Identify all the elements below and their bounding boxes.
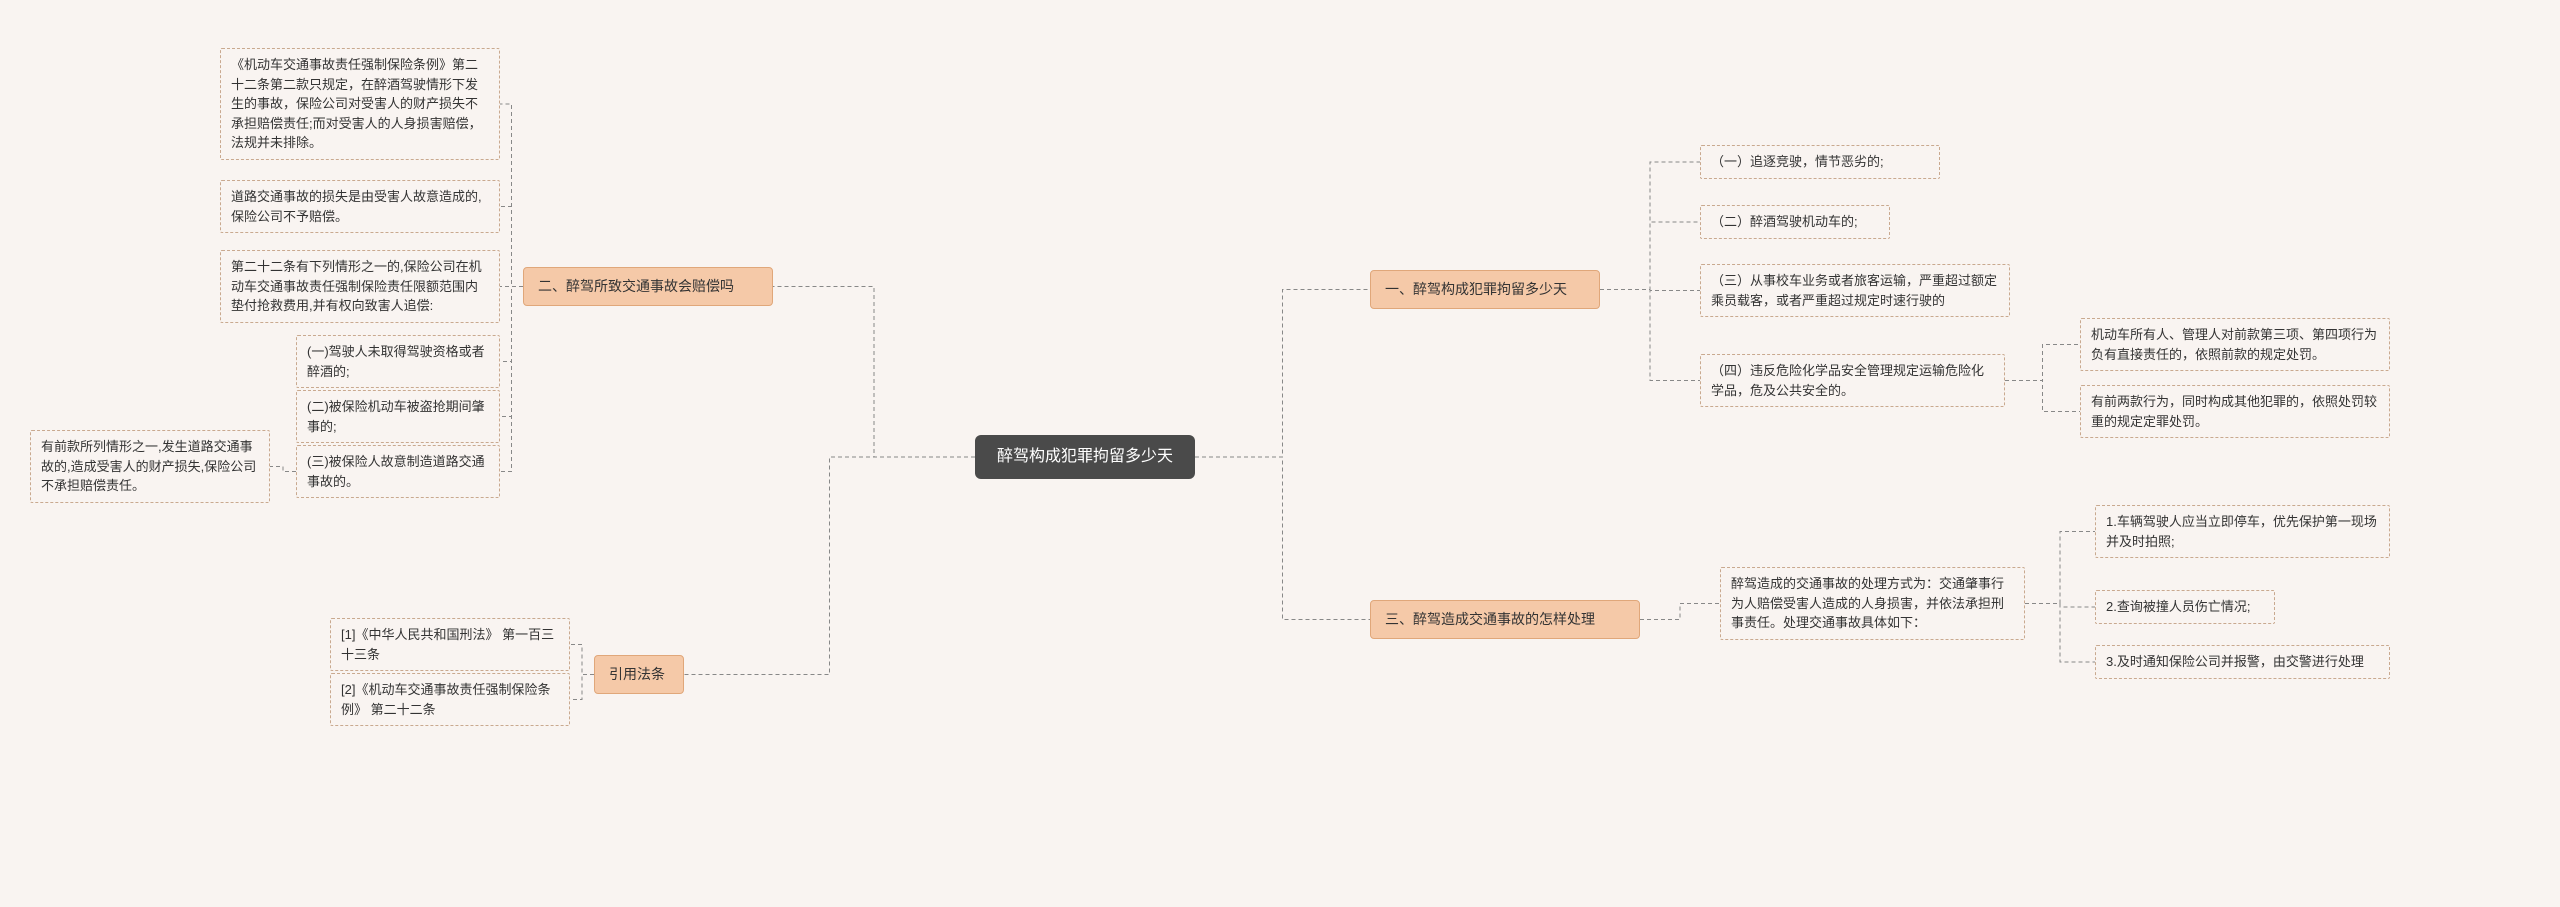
b2-item-2: 道路交通事故的损失是由受害人故意造成的,保险公司不予赔偿。 <box>220 180 500 233</box>
b3-item-1: 醉驾造成的交通事故的处理方式为：交通肇事行为人赔偿受害人造成的人身损害，并依法承… <box>1720 567 2025 640</box>
branch-ref: 引用法条 <box>594 655 684 694</box>
b1-item-4: （四）违反危险化学品安全管理规定运输危险化学品，危及公共安全的。 <box>1700 354 2005 407</box>
b2-item-5: (二)被保险机动车被盗抢期间肇事的; <box>296 390 500 443</box>
b1-item-2: （二）醉酒驾驶机动车的; <box>1700 205 1890 239</box>
b2-item-3: 第二十二条有下列情形之一的,保险公司在机动车交通事故责任强制保险责任限额范围内垫… <box>220 250 500 323</box>
b3-1-sub-3: 3.及时通知保险公司并报警，由交警进行处理 <box>2095 645 2390 679</box>
ref-item-1: [1]《中华人民共和国刑法》 第一百三十三条 <box>330 618 570 671</box>
b1-item-3: （三）从事校车业务或者旅客运输，严重超过额定乘员载客，或者严重超过规定时速行驶的 <box>1700 264 2010 317</box>
root-node: 醉驾构成犯罪拘留多少天 <box>975 435 1195 479</box>
b2-item-1: 《机动车交通事故责任强制保险条例》第二十二条第二款只规定，在醉酒驾驶情形下发生的… <box>220 48 500 160</box>
b2-item-4: (一)驾驶人未取得驾驶资格或者醉酒的; <box>296 335 500 388</box>
branch-1: 一、醉驾构成犯罪拘留多少天 <box>1370 270 1600 309</box>
b1-4-sub-1: 机动车所有人、管理人对前款第三项、第四项行为负有直接责任的，依照前款的规定处罚。 <box>2080 318 2390 371</box>
b2-item-6: (三)被保险人故意制造道路交通事故的。 <box>296 445 500 498</box>
branch-2: 二、醉驾所致交通事故会赔偿吗 <box>523 267 773 306</box>
b3-1-sub-1: 1.车辆驾驶人应当立即停车，优先保护第一现场并及时拍照; <box>2095 505 2390 558</box>
b1-item-1: （一）追逐竞驶，情节恶劣的; <box>1700 145 1940 179</box>
ref-item-2: [2]《机动车交通事故责任强制保险条例》 第二十二条 <box>330 673 570 726</box>
b3-1-sub-2: 2.查询被撞人员伤亡情况; <box>2095 590 2275 624</box>
b1-4-sub-2: 有前两款行为，同时构成其他犯罪的，依照处罚较重的规定定罪处罚。 <box>2080 385 2390 438</box>
branch-3: 三、醉驾造成交通事故的怎样处理 <box>1370 600 1640 639</box>
b2-6-sub-1: 有前款所列情形之一,发生道路交通事故的,造成受害人的财产损失,保险公司不承担赔偿… <box>30 430 270 503</box>
